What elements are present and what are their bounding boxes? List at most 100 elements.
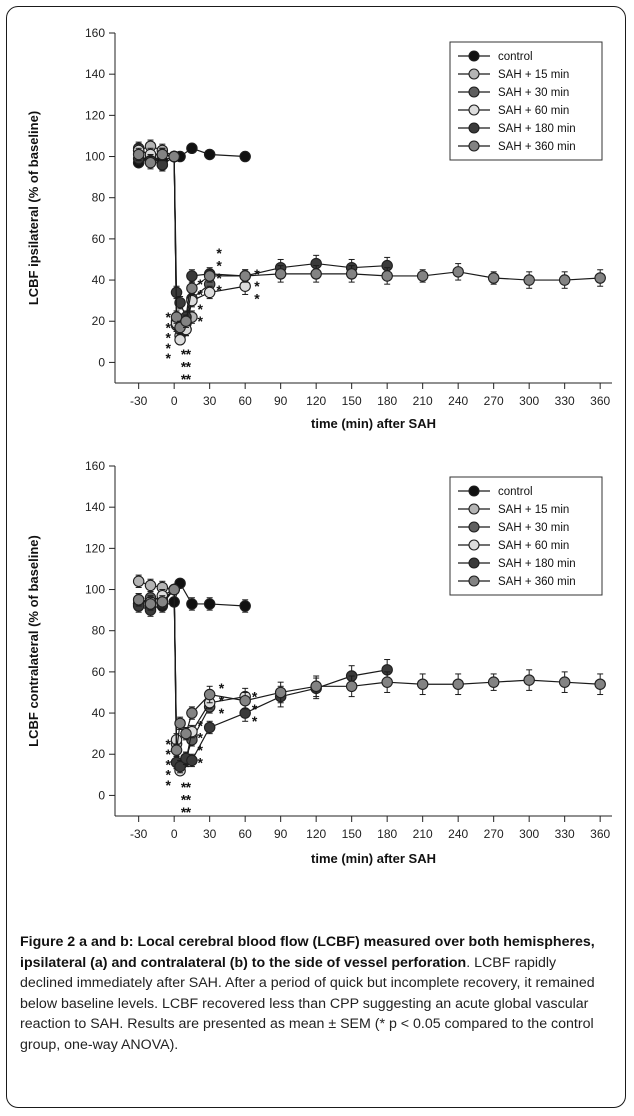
data-point xyxy=(156,148,169,161)
x-tick-label: 30 xyxy=(203,827,217,841)
caption-body: . LCBF rapidly declined immediately afte… xyxy=(20,954,595,1053)
data-point xyxy=(452,678,464,690)
significance-star: * xyxy=(197,286,203,302)
significance-star: * xyxy=(181,804,187,820)
y-tick-label: 100 xyxy=(85,583,105,597)
data-point xyxy=(186,270,198,282)
y-axis-title: LCBF ipsilateral (% of baseline) xyxy=(26,111,41,305)
legend-label: SAH + 180 min xyxy=(498,123,576,135)
significance-star: * xyxy=(166,330,172,346)
significance-star: * xyxy=(252,701,258,717)
data-point xyxy=(203,148,216,161)
series-sah-360-min xyxy=(132,147,606,335)
x-tick-label: 0 xyxy=(171,827,178,841)
significance-star: * xyxy=(181,346,187,362)
x-tick-label: 330 xyxy=(555,394,575,408)
y-tick-label: 100 xyxy=(85,150,105,164)
y-tick-label: 20 xyxy=(92,314,106,328)
data-point xyxy=(203,270,216,282)
data-point xyxy=(274,686,287,699)
y-tick-label: 160 xyxy=(85,459,105,473)
legend-label: SAH + 360 min xyxy=(498,141,576,153)
significance-star: * xyxy=(166,777,172,793)
legend-marker xyxy=(468,539,480,551)
y-tick-label: 0 xyxy=(98,355,105,369)
data-point xyxy=(239,270,251,282)
significance-star: * xyxy=(181,791,187,807)
data-point xyxy=(168,150,180,163)
legend-label: SAH + 360 min xyxy=(498,576,576,588)
legend: control SAH + 15 min SAH + 30 min SAH + 60 … xyxy=(449,476,603,596)
y-tick-label: 120 xyxy=(85,541,105,555)
x-tick-label: 210 xyxy=(413,827,433,841)
x-tick-label: 180 xyxy=(377,827,397,841)
data-point xyxy=(174,760,186,773)
significance-star: * xyxy=(181,371,187,387)
data-point xyxy=(381,676,393,688)
significance-star: * xyxy=(216,282,222,298)
data-point xyxy=(170,311,183,323)
x-tick-label: 360 xyxy=(590,827,610,841)
legend-label: SAH + 60 min xyxy=(498,105,569,117)
data-point xyxy=(186,707,198,719)
legend-marker xyxy=(468,68,480,80)
legend-marker xyxy=(468,557,480,569)
legend-marker xyxy=(468,122,480,134)
y-axis-title: LCBF contralateral (% of baseline) xyxy=(26,535,41,747)
data-point xyxy=(594,272,606,284)
significance-star: * xyxy=(254,278,260,294)
data-point xyxy=(132,575,145,588)
x-tick-label: 360 xyxy=(590,394,610,408)
data-point xyxy=(274,268,287,280)
data-point xyxy=(310,268,322,280)
significance-star: * xyxy=(186,804,192,820)
legend-marker xyxy=(468,485,480,497)
significance-star: * xyxy=(166,736,172,752)
x-tick-label: 60 xyxy=(238,394,252,408)
x-tick-label: 150 xyxy=(342,394,362,408)
series-line xyxy=(138,588,601,751)
data-point xyxy=(487,676,500,688)
x-tick-label: 120 xyxy=(306,394,326,408)
significance-star: * xyxy=(197,730,203,746)
significance-star: * xyxy=(219,693,225,709)
data-point xyxy=(345,268,358,280)
data-point xyxy=(452,266,464,278)
y-tick-label: 0 xyxy=(98,788,105,802)
x-tick-label: 0 xyxy=(171,394,178,408)
significance-star: * xyxy=(166,309,172,325)
significance-star: * xyxy=(197,754,203,770)
legend-marker xyxy=(468,575,480,587)
legend-marker xyxy=(468,50,480,62)
x-tick-label: 120 xyxy=(306,827,326,841)
significance-star: * xyxy=(216,270,222,286)
data-point xyxy=(487,272,500,284)
data-point xyxy=(203,688,216,701)
data-point xyxy=(132,148,145,161)
series-line xyxy=(138,145,193,337)
x-tick-label: 330 xyxy=(555,827,575,841)
x-tick-label: 150 xyxy=(342,827,362,841)
data-point xyxy=(132,594,145,606)
significance-star: * xyxy=(219,680,225,696)
significance-star: * xyxy=(181,358,187,374)
data-point xyxy=(144,579,157,592)
significance-star: * xyxy=(181,779,187,795)
x-tick-label: 180 xyxy=(377,394,397,408)
legend-label: SAH + 15 min xyxy=(498,69,569,81)
data-point xyxy=(144,156,157,169)
x-tick-label: 240 xyxy=(448,827,468,841)
significance-star: * xyxy=(186,779,192,795)
data-point xyxy=(558,274,571,286)
data-point xyxy=(186,282,198,295)
data-point xyxy=(381,270,393,282)
data-point xyxy=(416,678,429,690)
data-point xyxy=(168,583,180,596)
x-axis-title: time (min) after SAH xyxy=(311,416,436,431)
y-tick-label: 120 xyxy=(85,108,105,122)
significance-star: * xyxy=(197,301,203,317)
significance-star: * xyxy=(219,705,225,721)
data-point xyxy=(310,680,322,693)
data-point xyxy=(170,744,183,756)
x-tick-label: 270 xyxy=(484,394,504,408)
